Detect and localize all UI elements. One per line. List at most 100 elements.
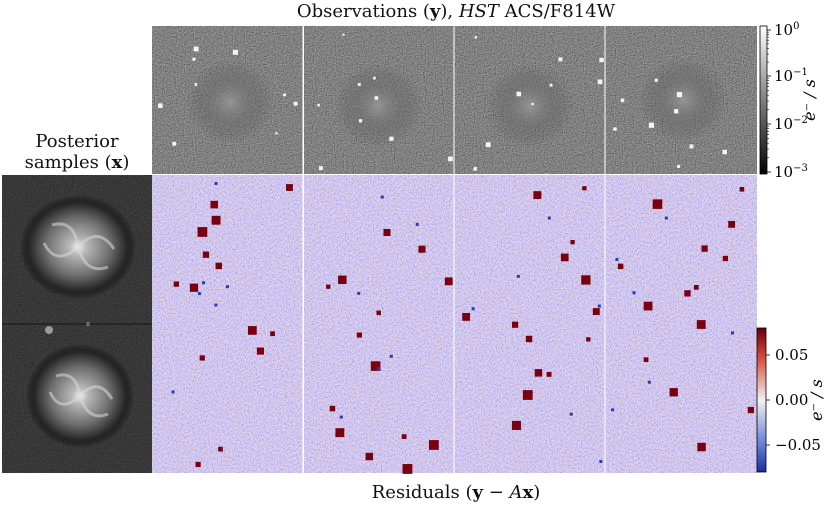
residual-source: [428, 440, 439, 450]
residual-source: [617, 263, 624, 270]
observation-panel: [455, 26, 606, 174]
residual-source: [693, 284, 699, 290]
star-source: [597, 79, 603, 85]
residual-source: [286, 184, 293, 191]
residual-source: [215, 262, 222, 270]
residual-source: [370, 361, 381, 371]
star-source: [516, 91, 522, 97]
residual-source: [338, 275, 347, 285]
star-source: [342, 33, 345, 36]
residual-source: [256, 347, 264, 355]
star-source: [283, 93, 287, 97]
star-source: [194, 83, 198, 86]
star-source: [193, 46, 199, 52]
residual-panel: [304, 175, 455, 474]
residual-source: [747, 406, 754, 414]
star-source: [648, 122, 655, 128]
residual-negative-pixel: [171, 390, 175, 394]
residual-negative-pixel: [202, 281, 206, 285]
colorbar-observations-label: e⁻ / s: [800, 79, 819, 121]
residual-source: [173, 281, 180, 287]
posterior-samples-panel: [2, 175, 152, 473]
residual-source: [444, 277, 453, 286]
residual-negative-pixel: [547, 216, 551, 220]
residual-source: [211, 215, 221, 225]
residual-negative-pixel: [647, 380, 651, 384]
residual-panel: [152, 175, 303, 473]
star-source: [389, 136, 394, 141]
colorbar-residuals-label: e⁻ / s: [807, 379, 826, 421]
residual-negative-pixel: [611, 408, 615, 412]
residual-source: [462, 312, 471, 321]
residual-negative-pixel: [197, 292, 201, 296]
residual-source: [335, 428, 345, 438]
colorbar-observations: 100 10−1 10−2 10−3 e⁻ / s: [759, 21, 819, 181]
residual-negative-pixel: [339, 415, 343, 419]
residual-source: [684, 290, 691, 297]
residual-source: [376, 310, 381, 316]
residual-negative-pixel: [615, 257, 619, 261]
residual-source: [202, 251, 210, 258]
star-source: [318, 166, 323, 171]
residual-source: [270, 331, 275, 337]
star-source: [293, 101, 298, 106]
colorbar-residuals: 0.05 0.00 −0.05 e⁻ / s: [756, 327, 826, 473]
star-source: [192, 57, 196, 61]
observations-title: Observations (y), HST ACS/F814W: [296, 1, 616, 22]
observed-galaxy: [486, 64, 574, 148]
residual-source: [512, 321, 519, 328]
star-source: [172, 141, 177, 146]
observation-panel: [304, 26, 455, 174]
residual-source: [722, 255, 729, 262]
star-source: [317, 103, 320, 107]
residual-negative-pixel: [214, 303, 218, 307]
residuals-row: [152, 175, 757, 474]
residual-negative-pixel: [415, 222, 419, 226]
residual-source: [195, 461, 201, 468]
residual-source: [218, 446, 223, 452]
residual-source: [570, 240, 575, 245]
observation-panel: [606, 26, 757, 174]
star-source: [531, 102, 534, 106]
residual-source: [356, 332, 362, 338]
star-source: [558, 57, 563, 62]
residual-source: [728, 220, 736, 228]
residual-source: [365, 452, 374, 461]
residual-source: [586, 337, 591, 342]
residual-source: [669, 388, 678, 397]
residual-source: [197, 227, 208, 237]
residual-source: [189, 283, 199, 292]
residual-negative-pixel: [664, 216, 668, 220]
observation-panel: [152, 26, 303, 174]
residual-source: [697, 442, 706, 452]
residual-source: [560, 253, 569, 262]
residual-source: [592, 308, 600, 315]
residual-negative-pixel: [380, 195, 384, 199]
star-source: [613, 127, 617, 131]
residual-negative-pixel: [357, 291, 361, 295]
star-source: [689, 144, 694, 149]
residual-negative-pixel: [597, 304, 601, 308]
observed-galaxy: [639, 58, 727, 142]
residual-negative-pixel: [471, 307, 475, 311]
star-source: [549, 83, 553, 87]
residual-source: [401, 434, 407, 439]
residual-negative-pixel: [569, 412, 573, 416]
posterior-samples-title: Posterior samples (x): [24, 131, 130, 173]
star-source: [357, 83, 361, 87]
star-source: [676, 91, 683, 98]
star-source: [473, 167, 477, 171]
star-source: [232, 49, 238, 55]
residual-negative-pixel: [389, 354, 393, 358]
colorbar-residuals-tick-label: 0.05: [775, 346, 808, 364]
residual-source: [199, 355, 205, 361]
residual-negative-pixel: [730, 331, 734, 335]
colorbar-observations-tick-label: 10−1: [774, 67, 808, 85]
colorbar-observations-tick-label: 10−2: [774, 115, 808, 133]
star-source: [722, 149, 727, 155]
residual-source: [511, 420, 522, 430]
residual-source: [326, 284, 331, 289]
residual-source: [546, 371, 552, 377]
star-source: [676, 164, 681, 169]
star-source: [599, 57, 604, 63]
